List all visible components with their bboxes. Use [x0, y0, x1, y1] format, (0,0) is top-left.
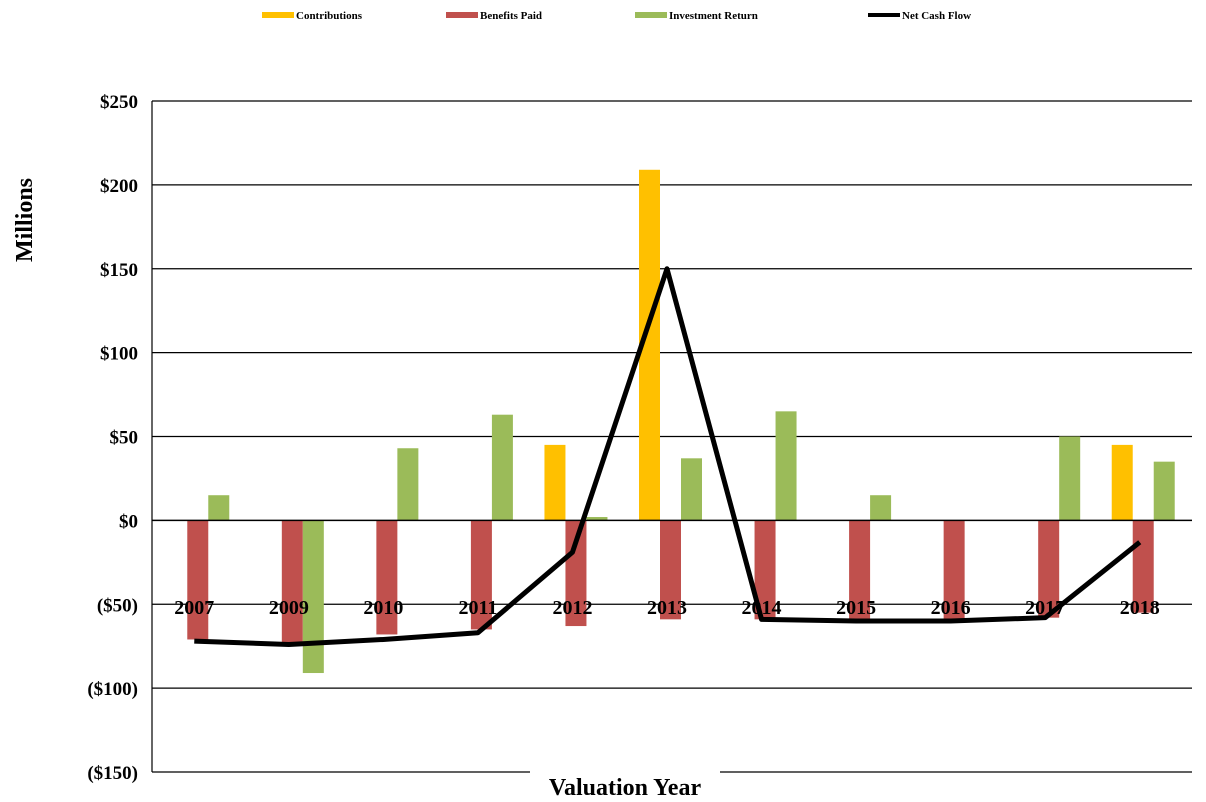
contributions-bar [1111, 444, 1133, 521]
y-tick-label: $50 [110, 428, 139, 449]
benefits-paid-bar [943, 520, 965, 622]
legend-swatch-contributions [262, 12, 294, 18]
category-label: 2018 [1120, 597, 1160, 619]
category-label: 2014 [742, 597, 782, 619]
category-label: 2010 [363, 597, 403, 619]
y-tick-labels: $250 $200 $150 $100 $50 $0 ($50) ($100) ($150) [87, 92, 138, 784]
benefits-paid-bar [281, 520, 303, 643]
category-label: 2016 [931, 597, 971, 619]
benefits-paid-bar [754, 520, 776, 620]
benefits-paid-bar [849, 520, 871, 622]
investment-return-bar [208, 495, 230, 521]
y-tick-label: $200 [100, 176, 138, 197]
investment-return-bar [1153, 461, 1175, 521]
investment-return-bar [1059, 436, 1081, 521]
y-tick-label: $100 [100, 344, 138, 365]
y-axis-title: Millions [12, 178, 38, 262]
y-tick-label: $0 [119, 511, 138, 532]
contributions-bar [639, 169, 660, 521]
benefits-paid-bar [565, 520, 587, 627]
category-labels: 2007 2009 2010 2011 2012 2013 2014 2015 2016 2017… [174, 597, 1159, 619]
y-tick-label: ($150) [87, 763, 138, 784]
x-axis-title: Valuation Year [549, 775, 702, 801]
legend: Contributions Benefits Paid Investment Ret… [262, 10, 971, 22]
benefits-paid-bar [376, 520, 398, 635]
legend-swatch-benefits-paid [446, 12, 478, 18]
legend-label-net-cash-flow: Net Cash Flow [902, 10, 971, 22]
benefits-paid-bar [1038, 520, 1060, 618]
category-label: 2009 [269, 597, 309, 619]
category-label: 2012 [552, 597, 592, 619]
legend-swatch-investment-return [635, 12, 667, 18]
legend-label-benefits-paid: Benefits Paid [480, 10, 542, 22]
category-label: 2011 [458, 597, 497, 619]
investment-return-bar [397, 448, 419, 521]
y-tick-label: ($100) [87, 679, 138, 700]
category-label: 2007 [174, 597, 214, 619]
benefits-paid-bar [187, 520, 209, 640]
bars [187, 169, 1175, 674]
investment-return-bar [586, 517, 608, 521]
investment-return-bar [870, 495, 892, 521]
net-cash-flow-line-group [194, 266, 1142, 648]
investment-return-bar [302, 520, 324, 674]
y-tick-label: $250 [100, 92, 138, 113]
category-label: 2013 [647, 597, 687, 619]
legend-label-contributions: Contributions [296, 10, 363, 22]
category-label: 2017 [1025, 597, 1065, 619]
category-label: 2015 [836, 597, 876, 619]
investment-return-bar [491, 414, 513, 521]
net-cash-flow-line [194, 266, 1142, 648]
investment-return-bar [681, 458, 702, 521]
y-tick-label: ($50) [97, 595, 138, 616]
x-axis-title-background [530, 766, 720, 802]
benefits-paid-bar [470, 520, 492, 630]
contributions-bar [544, 444, 566, 521]
investment-return-bar [775, 411, 797, 521]
legend-label-investment-return: Investment Return [669, 10, 758, 22]
y-tick-label: $150 [100, 260, 138, 281]
benefits-paid-bar [660, 520, 681, 620]
